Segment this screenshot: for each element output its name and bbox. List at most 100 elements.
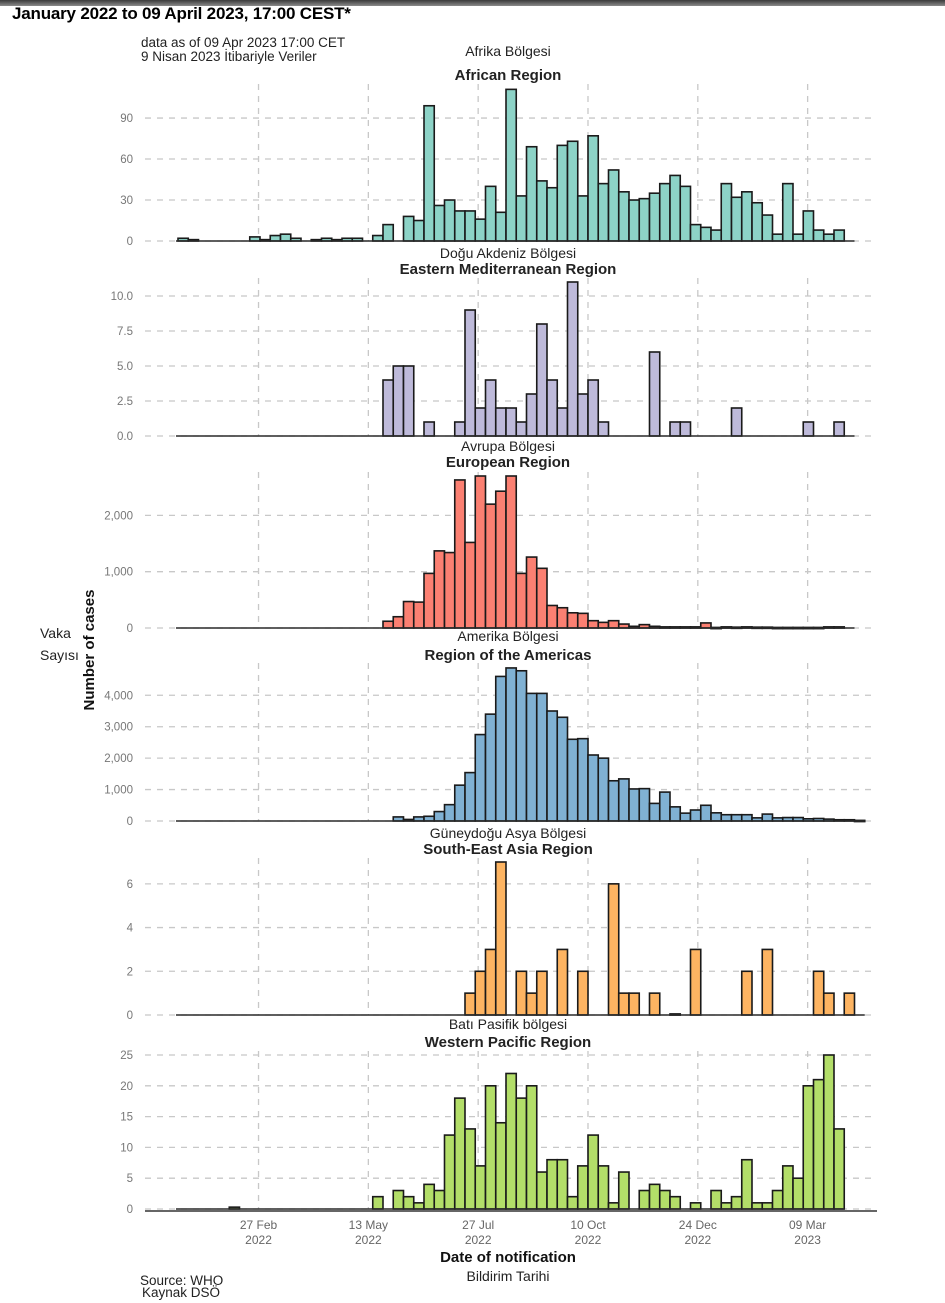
bar <box>761 948 774 1016</box>
bar <box>792 233 805 242</box>
bar <box>515 1097 528 1210</box>
bar <box>833 421 846 437</box>
y-tick-label: 25 <box>120 1050 133 1062</box>
bar <box>802 210 815 242</box>
bar <box>802 421 815 437</box>
panel-western-pacific-region: 0 5 10 15 20 25 Batı Pasifik bölgesi Western Pa… <box>120 1016 875 1216</box>
bar <box>679 421 692 437</box>
bar <box>648 351 661 437</box>
bar <box>566 281 579 437</box>
bar <box>812 1078 825 1210</box>
bar <box>494 861 507 1016</box>
bar <box>669 806 682 822</box>
bar <box>761 214 774 242</box>
bar <box>566 140 579 242</box>
bar <box>597 757 610 822</box>
y-tick-label: 3,000 <box>104 722 133 734</box>
bar <box>576 737 589 822</box>
bar <box>474 970 487 1016</box>
bar <box>515 970 528 1016</box>
bar <box>689 948 702 1016</box>
bar <box>546 379 559 437</box>
bar <box>392 365 405 437</box>
bar <box>730 813 743 822</box>
bar <box>515 572 528 629</box>
bar <box>382 379 395 437</box>
bar <box>515 421 528 437</box>
bar <box>556 407 569 437</box>
bar <box>412 1202 425 1210</box>
bar <box>525 1085 538 1210</box>
bar <box>628 992 641 1016</box>
panel-title: Region of the Americas <box>425 647 592 664</box>
y-tick-label: 7.5 <box>117 326 133 338</box>
bar <box>802 1085 815 1210</box>
bar <box>833 1128 846 1210</box>
bar <box>494 407 507 437</box>
data-note-en: data as of 09 Apr 2023 17:00 CET <box>141 35 346 50</box>
y-tick-label: 0 <box>127 236 133 248</box>
bar <box>525 556 538 629</box>
bar <box>822 992 835 1016</box>
x-tick-label-year: 2022 <box>245 1233 272 1247</box>
bar <box>689 1202 702 1210</box>
x-tick-label: 09 Mar <box>789 1218 826 1232</box>
panel-region-of-the-americas: 0 1,000 2,000 3,000 4,000 Amerika Bölgesi Regi… <box>104 628 875 828</box>
bar <box>730 407 743 437</box>
bar <box>433 550 446 629</box>
bar <box>689 223 702 242</box>
y-tick-label: 6 <box>127 879 133 891</box>
x-tick-label: 24 Dec <box>679 1218 717 1232</box>
bar <box>556 144 569 242</box>
panel-title: African Region <box>455 67 562 84</box>
bar <box>710 229 723 242</box>
bar <box>710 812 723 822</box>
bar <box>525 692 538 822</box>
bar <box>628 788 641 822</box>
bar <box>494 1121 507 1210</box>
bar <box>443 199 456 242</box>
bar <box>648 192 661 242</box>
bar <box>761 813 774 822</box>
bar <box>556 606 569 629</box>
bar <box>679 812 692 822</box>
bar <box>474 733 487 822</box>
bar <box>546 710 559 822</box>
panel-african-region: 0 30 60 90 Afrika Bölgesi African Region <box>120 43 875 248</box>
source-tr: Kaynak DSÖ <box>142 1285 220 1300</box>
bar <box>453 1097 466 1210</box>
bar <box>751 201 764 242</box>
bar <box>269 234 282 242</box>
bar <box>658 791 671 822</box>
bar <box>576 195 589 242</box>
bar <box>423 572 436 629</box>
bar <box>371 1195 384 1210</box>
bar <box>607 779 620 822</box>
bar <box>382 620 395 629</box>
panel-eastern-mediterranean-region: 0.0 2.5 5.0 7.5 10.0 Doğu Akdeniz BölgesiEast… <box>111 245 875 443</box>
bar <box>720 1202 733 1210</box>
bar <box>792 1177 805 1210</box>
bar <box>699 226 712 242</box>
bar <box>464 1128 477 1210</box>
bar <box>474 475 487 629</box>
bar <box>576 970 589 1016</box>
bar <box>494 211 507 242</box>
bar <box>648 1183 661 1210</box>
bar <box>515 195 528 242</box>
bar <box>535 692 548 822</box>
bar <box>556 716 569 822</box>
document-title: January 2022 to 09 April 2023, 17:00 CES… <box>12 4 351 23</box>
bar <box>525 393 538 437</box>
bar <box>464 771 477 822</box>
bar <box>576 612 589 629</box>
bar <box>740 970 753 1016</box>
bar <box>505 407 518 437</box>
bar <box>607 619 620 629</box>
panel-title-tr: Doğu Akdeniz Bölgesi <box>440 245 576 261</box>
bar <box>371 234 384 242</box>
bar <box>822 1054 835 1210</box>
bar <box>658 182 671 242</box>
bar <box>699 622 712 629</box>
